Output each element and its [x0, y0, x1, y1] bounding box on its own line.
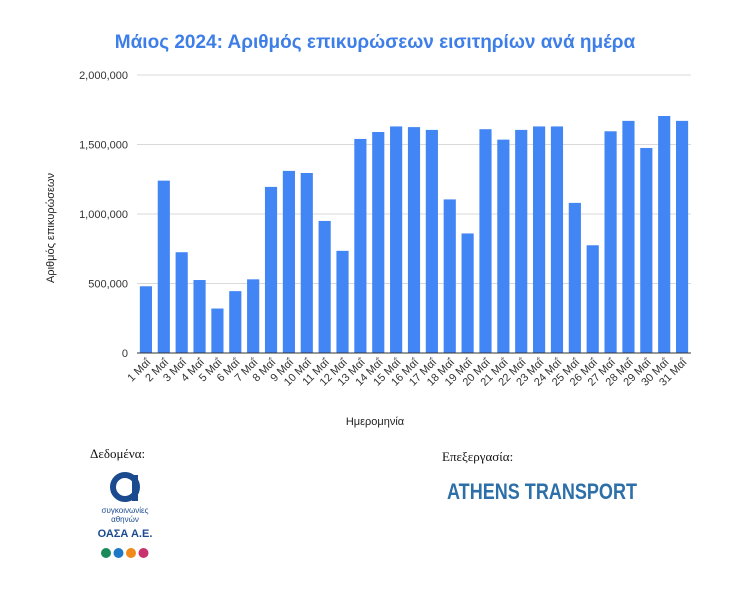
bar — [407, 127, 421, 353]
bar — [139, 286, 153, 353]
bar — [264, 186, 278, 353]
data-source-label: Δεδομένα: — [90, 446, 146, 461]
bar — [550, 126, 564, 354]
bar — [497, 139, 510, 353]
bar — [443, 199, 456, 353]
x-axis-label: Ημερομηνία — [345, 416, 405, 428]
tram-dot-icon — [138, 548, 149, 558]
bar — [515, 129, 528, 353]
bar — [247, 279, 260, 353]
oasa-logo-line1: συγκοινωνίες — [102, 506, 149, 515]
oasa-alpha-symbol — [110, 472, 140, 502]
athens-transport-logo: ATHENS TRANSPORT — [447, 479, 637, 504]
bar — [300, 172, 313, 353]
processing-credit-label: Επεξεργασία: — [442, 449, 514, 464]
bar — [461, 233, 474, 353]
bar — [640, 147, 653, 353]
bar — [533, 126, 546, 354]
bar — [586, 245, 599, 353]
bar — [675, 120, 689, 354]
y-axis-label: Αριθμός επικυρώσεων — [45, 172, 57, 284]
athens-transport-logo-text: ATHENS TRANSPORT — [447, 479, 637, 504]
oasa-logo-line2: αθηνών — [111, 515, 139, 524]
bar — [282, 170, 295, 353]
bar — [479, 129, 492, 353]
bar — [336, 250, 349, 353]
bar — [604, 131, 617, 353]
bar — [193, 280, 206, 353]
bar — [318, 220, 331, 353]
bar — [622, 120, 635, 354]
y-tick-label: 1,500,000 — [79, 140, 128, 152]
bar — [354, 138, 367, 353]
trolley-dot-icon — [126, 548, 136, 558]
bus-dot-icon — [113, 548, 124, 558]
bar — [211, 308, 224, 353]
bar — [372, 131, 385, 353]
bar — [157, 180, 170, 353]
bar — [425, 129, 438, 353]
y-tick-label: 0 — [122, 348, 128, 360]
metro-dot-icon — [101, 548, 111, 558]
oasa-logo-line3: ΟΑΣΑ Α.Ε. — [98, 528, 153, 540]
y-tick-label: 2,000,000 — [79, 70, 128, 82]
bars — [139, 116, 689, 354]
bar-chart: 0 500,000 1,000,000 1,500,000 2,000,000 1 Μα… — [79, 70, 691, 389]
y-tick-label: 500,000 — [88, 279, 128, 291]
bar — [390, 126, 403, 354]
chart-title: Μάιος 2024: Αριθμός επικυρώσεων εισιτηρί… — [114, 32, 636, 53]
bar — [229, 291, 242, 353]
bar — [568, 202, 581, 353]
y-axis-ticks: 0 500,000 1,000,000 1,500,000 2,000,000 — [79, 70, 128, 360]
bar — [175, 252, 188, 353]
oasa-logo: συγκοινωνίες αθηνών ΟΑΣΑ Α.Ε. — [98, 472, 153, 558]
bar — [658, 116, 671, 353]
y-tick-label: 1,000,000 — [79, 209, 128, 221]
